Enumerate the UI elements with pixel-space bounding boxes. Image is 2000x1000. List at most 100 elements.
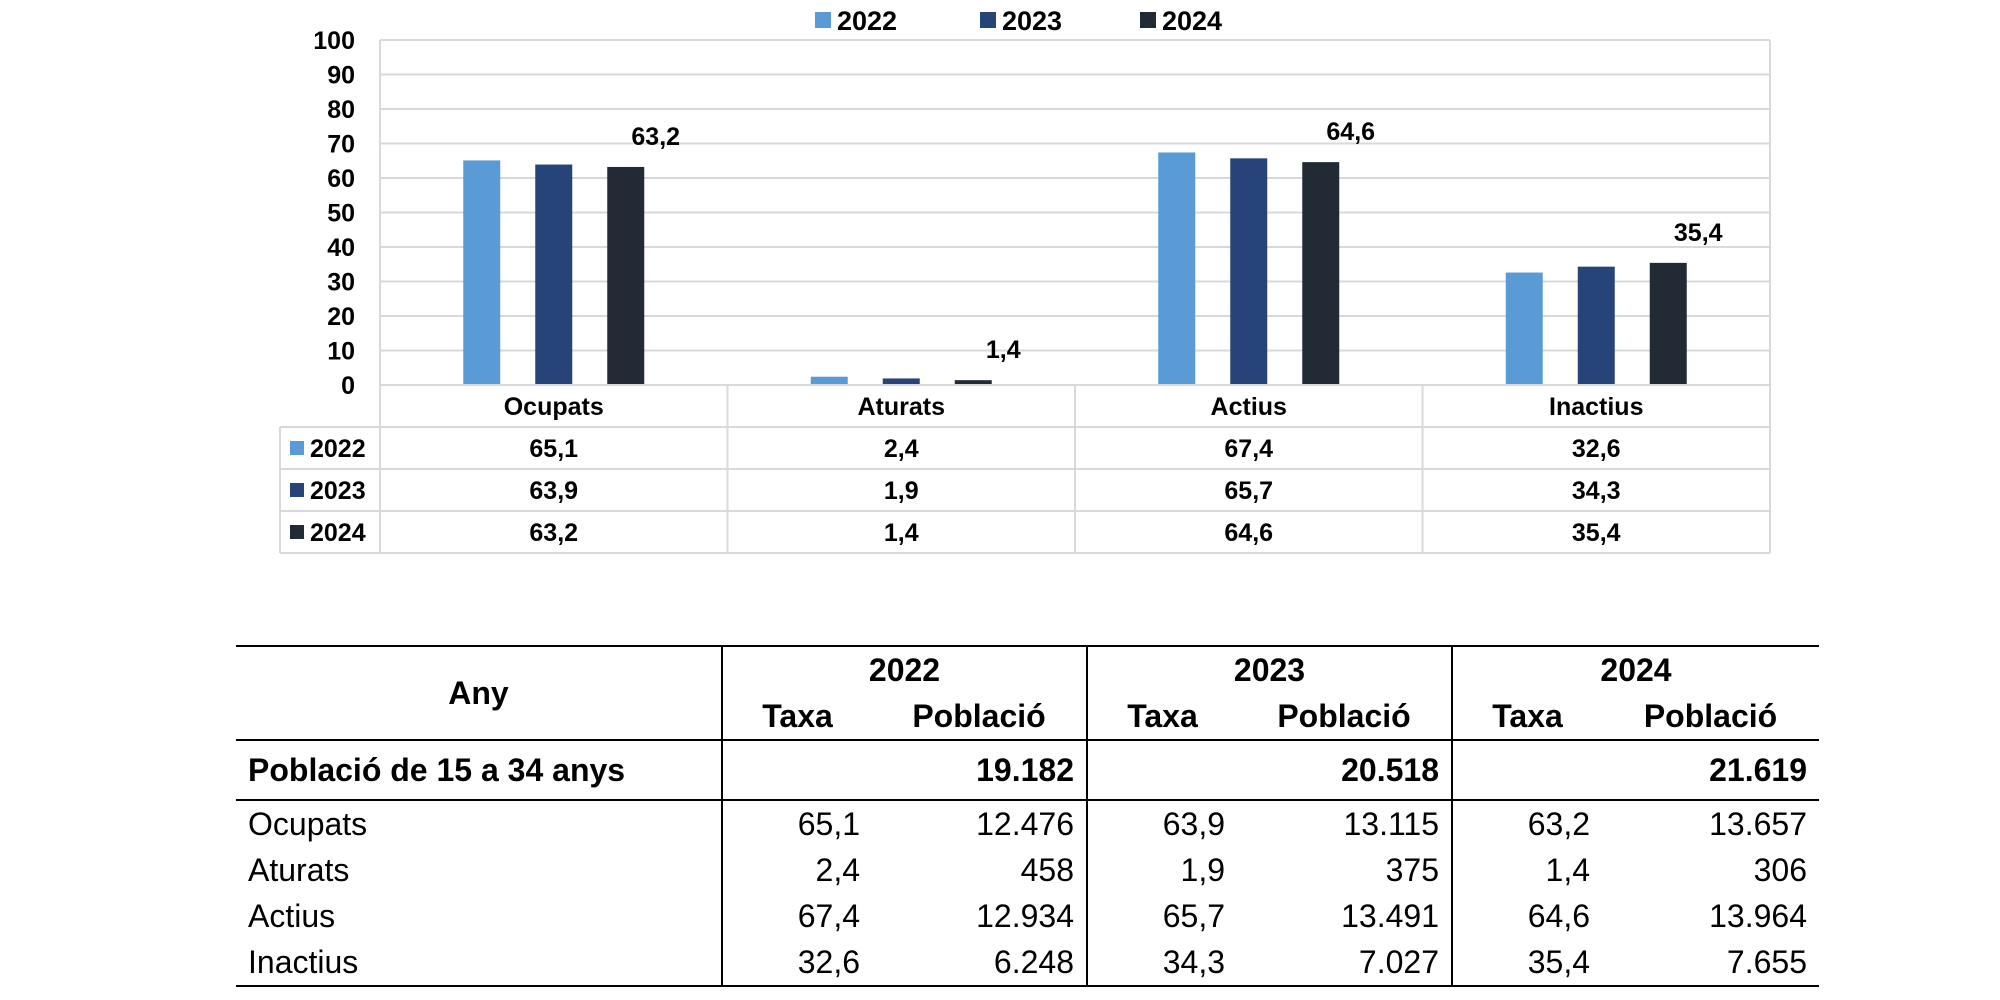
table-row: Inactius 32,6 6.248 34,3 7.027 35,4 7.65…	[236, 939, 1819, 987]
cell: 13.115	[1343, 806, 1440, 842]
legend-swatch	[290, 441, 304, 455]
bar	[1505, 272, 1543, 385]
row-label: Ocupats	[248, 806, 368, 842]
table-value: 35,4	[1572, 519, 1621, 547]
table-value: 2,4	[884, 435, 919, 463]
table-value: 63,2	[529, 519, 578, 547]
header-poblacio: Població	[1277, 698, 1411, 734]
data-label: 64,6	[1326, 118, 1375, 146]
header-year-2022: 2022	[721, 645, 1087, 693]
legend-swatch	[1140, 12, 1156, 28]
bar	[463, 160, 501, 385]
y-tick-label: 10	[327, 338, 355, 366]
series-label: 2022	[310, 435, 366, 463]
category-label: Inactius	[1549, 393, 1643, 421]
value-labels: 63,2 1,4 64,6 35,4	[631, 118, 1722, 364]
bar	[1302, 162, 1340, 385]
table-value: 65,7	[1224, 477, 1273, 505]
bar	[607, 166, 645, 385]
data-label: 63,2	[631, 123, 680, 151]
bar	[882, 378, 920, 385]
table-value: 63,9	[529, 477, 578, 505]
cell: 375	[1385, 852, 1439, 888]
data-label: 35,4	[1674, 219, 1723, 247]
cell: 65,7	[1086, 893, 1237, 939]
cell: 35,4	[1451, 939, 1602, 987]
legend-swatch	[290, 483, 304, 497]
y-tick-label: 50	[327, 200, 355, 228]
legend: 2022 2023 2024	[815, 6, 1222, 36]
cell: 67,4	[721, 893, 872, 939]
y-tick-label: 90	[327, 62, 355, 90]
y-tick-label: 70	[327, 131, 355, 159]
y-tick-label: 40	[327, 234, 355, 262]
bars	[463, 152, 1687, 385]
legend-swatch	[815, 12, 831, 28]
bar	[1158, 152, 1196, 385]
table-value: 1,9	[884, 477, 919, 505]
table-row: Actius 67,4 12.934 65,7 13.491 64,6 13.9…	[236, 893, 1819, 939]
bar-chart: 0 10 20 30 40 50 60 70 80 90 100 63,2 1,4 64,6 35,4 2…	[279, 6, 1771, 554]
y-axis-ticks: 0 10 20 30 40 50 60 70 80 90 100	[313, 27, 355, 400]
cell: 12.934	[976, 898, 1074, 934]
header-year-2024: 2024	[1451, 645, 1819, 693]
legend-swatch	[980, 12, 996, 28]
legend-label: 2024	[1162, 6, 1222, 36]
total-value: 20.518	[1237, 739, 1452, 801]
cell: 63,9	[1086, 800, 1237, 847]
cell: 7.027	[1237, 939, 1452, 987]
total-value: 19.182	[872, 739, 1087, 801]
table-value: 34,3	[1572, 477, 1621, 505]
header-any: Any	[236, 645, 722, 740]
header-year-2023: 2023	[1086, 645, 1452, 693]
legend-label: 2023	[1002, 6, 1062, 36]
cell: 12.476	[976, 806, 1074, 842]
y-tick-label: 100	[313, 27, 355, 55]
cell: 6.248	[872, 939, 1087, 987]
cell: 34,3	[1086, 939, 1237, 987]
legend-label: 2022	[837, 6, 897, 36]
cell: 13.657	[1709, 806, 1807, 842]
header-taxa: Taxa	[721, 693, 872, 740]
y-tick-label: 60	[327, 165, 355, 193]
data-label: 1,4	[986, 336, 1021, 364]
y-tick-label: 80	[327, 96, 355, 124]
category-label: Aturats	[857, 393, 945, 421]
table-value: 32,6	[1572, 435, 1621, 463]
table-value: 64,6	[1224, 519, 1273, 547]
bar	[954, 380, 992, 385]
bar	[1649, 262, 1687, 385]
cell: 13.964	[1709, 898, 1807, 934]
series-label: 2024	[310, 519, 366, 547]
header-poblacio: Població	[912, 698, 1046, 734]
cell: 1,4	[1451, 847, 1602, 893]
total-row-label: Població de 15 a 34 anys	[236, 739, 722, 801]
table-value: 67,4	[1224, 435, 1273, 463]
row-label: Aturats	[248, 852, 350, 888]
y-tick-label: 30	[327, 269, 355, 297]
bar	[535, 164, 573, 385]
y-tick-label: 0	[341, 372, 355, 400]
cell: 2,4	[721, 847, 872, 893]
grid-lines	[380, 39, 1770, 386]
bar	[810, 376, 848, 385]
header-taxa: Taxa	[1086, 693, 1237, 740]
table-value: 65,1	[529, 435, 578, 463]
cell: 306	[1753, 852, 1807, 888]
cell: 64,6	[1451, 893, 1602, 939]
series-label: 2023	[310, 477, 366, 505]
cell: 458	[1020, 852, 1074, 888]
cell: 1,9	[1086, 847, 1237, 893]
cell: 32,6	[721, 939, 872, 987]
bar	[1230, 158, 1268, 385]
y-tick-label: 20	[327, 303, 355, 331]
chart-data-table: Ocupats Aturats Actius Inactius 2022 65,1 2,4 6…	[279, 40, 1771, 554]
population-table: Any 2022 2023 2024 Taxa Població Taxa Po…	[236, 645, 1819, 987]
bar	[1577, 266, 1615, 385]
cell: 65,1	[721, 800, 872, 847]
total-value: 21.619	[1602, 739, 1819, 801]
row-label: Actius	[248, 898, 336, 934]
table-value: 1,4	[884, 519, 919, 547]
table-row: Aturats 2,4 458 1,9 375 1,4 306	[236, 847, 1819, 893]
cell: 13.491	[1341, 898, 1439, 934]
